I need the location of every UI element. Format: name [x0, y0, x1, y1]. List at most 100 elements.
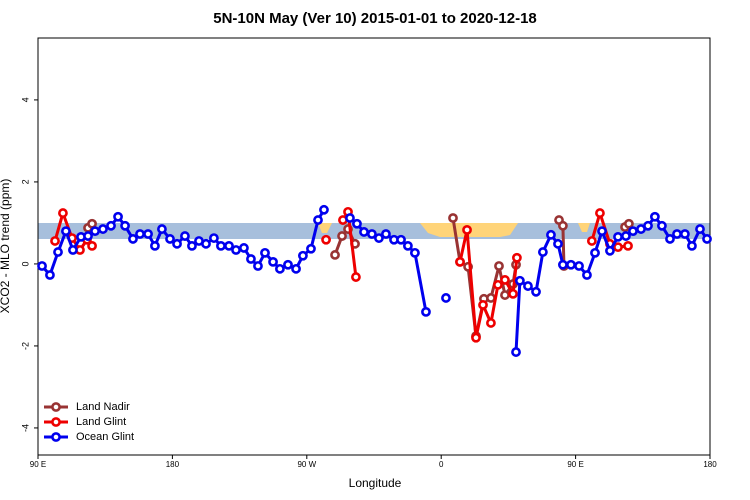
plot-frame	[37, 37, 711, 456]
data-point	[246, 254, 256, 264]
data-point	[574, 261, 584, 271]
data-point	[402, 240, 413, 251]
data-point	[374, 233, 384, 243]
data-point	[120, 220, 130, 231]
data-point	[90, 226, 100, 237]
data-point	[330, 250, 340, 260]
data-point	[351, 272, 361, 282]
land-band	[578, 223, 590, 232]
data-point	[486, 318, 496, 328]
data-point	[253, 261, 263, 271]
data-point	[628, 226, 638, 237]
data-point	[83, 231, 93, 241]
data-point	[209, 233, 219, 243]
data-point	[508, 288, 518, 299]
x-tick-label: 180	[703, 460, 717, 469]
data-point	[283, 259, 293, 270]
data-point	[511, 347, 521, 357]
data-point	[566, 259, 576, 270]
data-point	[558, 220, 568, 231]
data-point	[672, 229, 682, 239]
data-point	[643, 220, 653, 231]
data-point	[150, 240, 160, 251]
y-tick-label: 0	[20, 261, 30, 266]
y-tick-label: -4	[20, 424, 30, 432]
data-point	[98, 224, 108, 234]
data-point	[494, 261, 504, 271]
data-point	[546, 229, 556, 240]
y-tick-label: 2	[20, 179, 30, 184]
data-point	[665, 234, 675, 244]
y-tick-label: 4	[20, 97, 30, 102]
data-point	[143, 229, 153, 239]
legend-label: Ocean Glint	[76, 431, 134, 443]
data-point	[441, 293, 451, 303]
data-point	[695, 224, 705, 234]
data-point	[345, 213, 355, 223]
legend-marker	[51, 402, 61, 412]
data-point	[53, 247, 63, 257]
data-point	[597, 226, 607, 237]
data-point	[58, 208, 68, 218]
data-point	[649, 211, 660, 222]
data-point	[260, 247, 270, 258]
data-point	[595, 208, 605, 218]
data-point	[239, 243, 249, 253]
data-point	[657, 220, 667, 231]
data-point	[381, 229, 391, 239]
data-point	[471, 332, 481, 343]
data-point	[180, 231, 190, 241]
data-point	[624, 218, 634, 229]
data-point	[558, 259, 568, 270]
x-tick-label: 0	[439, 460, 444, 469]
data-point	[455, 256, 465, 267]
data-point	[313, 215, 323, 225]
land-band	[318, 223, 332, 233]
data-point	[621, 231, 631, 241]
data-point	[531, 286, 541, 297]
data-point	[367, 229, 377, 239]
series	[37, 204, 712, 357]
data-point	[201, 238, 211, 249]
data-point	[298, 250, 308, 261]
data-point	[410, 247, 420, 258]
data-point	[613, 242, 623, 253]
legend-marker	[51, 432, 61, 442]
data-point	[61, 226, 71, 237]
data-point	[37, 261, 47, 271]
data-point	[128, 234, 138, 244]
data-point	[687, 240, 697, 251]
data-point	[680, 229, 690, 239]
data-point	[586, 236, 597, 246]
y-tick-label: -2	[20, 342, 30, 350]
data-point	[319, 204, 329, 215]
data-point	[523, 281, 533, 291]
data-point	[590, 247, 600, 258]
data-point	[352, 218, 362, 229]
data-point	[702, 234, 712, 244]
data-point	[486, 293, 496, 303]
x-tick-label: 90 E	[567, 460, 583, 469]
data-point	[514, 275, 525, 286]
data-point	[216, 240, 226, 251]
x-tick-label: 180	[166, 460, 180, 469]
data-point	[231, 245, 241, 255]
data-point	[45, 270, 55, 280]
data-point	[50, 236, 60, 246]
data-point	[582, 270, 592, 280]
data-point	[337, 231, 347, 241]
data-point	[68, 245, 78, 255]
data-point	[537, 247, 548, 257]
data-point	[500, 275, 510, 285]
data-point	[187, 240, 197, 251]
data-point	[291, 263, 301, 274]
data-point	[462, 224, 472, 235]
data-point	[172, 238, 182, 249]
data-point	[493, 279, 503, 290]
data-point	[275, 263, 285, 274]
data-point	[605, 245, 615, 256]
data-point	[113, 211, 123, 222]
data-point	[553, 238, 563, 249]
data-point	[421, 306, 431, 317]
chart-title: 5N-10N May (Ver 10) 2015-01-01 to 2020-1…	[213, 10, 537, 27]
